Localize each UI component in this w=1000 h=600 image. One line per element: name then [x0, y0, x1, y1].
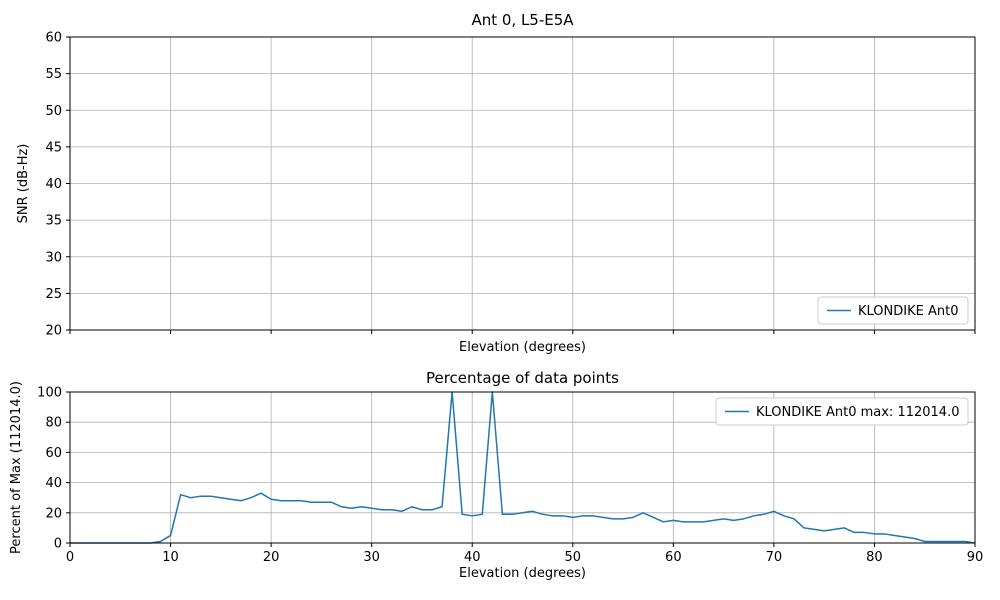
y-tick-label: 40	[45, 476, 62, 491]
x-tick-label: 50	[565, 550, 582, 565]
x-tick-label: 60	[665, 550, 682, 565]
legend-label: KLONDIKE Ant0	[858, 304, 958, 319]
x-tick-label: 80	[866, 550, 883, 565]
y-axis-label: SNR (dB-Hz)	[16, 144, 31, 224]
chart-title: Percentage of data points	[426, 369, 619, 387]
y-tick-label: 30	[45, 250, 62, 265]
y-axis-label: Percent of Max (112014.0)	[9, 381, 24, 554]
legend-label: KLONDIKE Ant0 max: 112014.0	[756, 405, 959, 420]
y-tick-label: 20	[45, 324, 62, 339]
y-tick-label: 35	[45, 214, 62, 229]
y-tick-label: 0	[54, 537, 62, 552]
y-tick-label: 25	[45, 287, 62, 302]
y-tick-label: 100	[37, 386, 62, 401]
legend: KLONDIKE Ant0 max: 112014.0	[715, 397, 969, 426]
y-tick-label: 40	[45, 177, 62, 192]
legend: KLONDIKE Ant0	[817, 296, 969, 325]
gridlines	[69, 36, 976, 331]
snr-chart: 20 25 30 35 40 45 50 55 60 Ant 0, L5-E5A Elevation…	[16, 11, 976, 355]
x-tick-label: 90	[967, 550, 984, 565]
legend-box	[715, 397, 969, 426]
chart-title: Ant 0, L5-E5A	[471, 11, 574, 29]
x-axis-label: Elevation (degrees)	[459, 340, 586, 355]
y-tick-label: 55	[45, 67, 62, 82]
legend-box	[817, 296, 969, 325]
x-tick-label: 0	[66, 550, 74, 565]
x-tick-label: 10	[162, 550, 179, 565]
y-tick-label: 60	[45, 446, 62, 461]
plot-border	[69, 391, 976, 544]
x-tick-label: 40	[464, 550, 481, 565]
y-tick-label: 50	[45, 104, 62, 119]
tick-labels: 0 20 40 60 80 100 0 10 20 30 40 50 60 70 80 90	[37, 386, 983, 566]
y-tick-label: 80	[45, 416, 62, 431]
x-axis-label: Elevation (degrees)	[459, 566, 586, 581]
tick-labels: 20 25 30 35 40 45 50 55 60	[45, 31, 976, 339]
series-line	[70, 391, 976, 544]
x-tick-label: 70	[766, 550, 783, 565]
x-tick-label: 20	[263, 550, 280, 565]
y-tick-label: 60	[45, 31, 62, 46]
y-tick-label: 45	[45, 140, 62, 155]
y-tick-label: 20	[45, 506, 62, 521]
x-tick-label: 30	[363, 550, 380, 565]
percentage-chart: 0 20 40 60 80 100 0 10 20 30 40 50 60 70 80 90 Percentag…	[9, 369, 983, 581]
